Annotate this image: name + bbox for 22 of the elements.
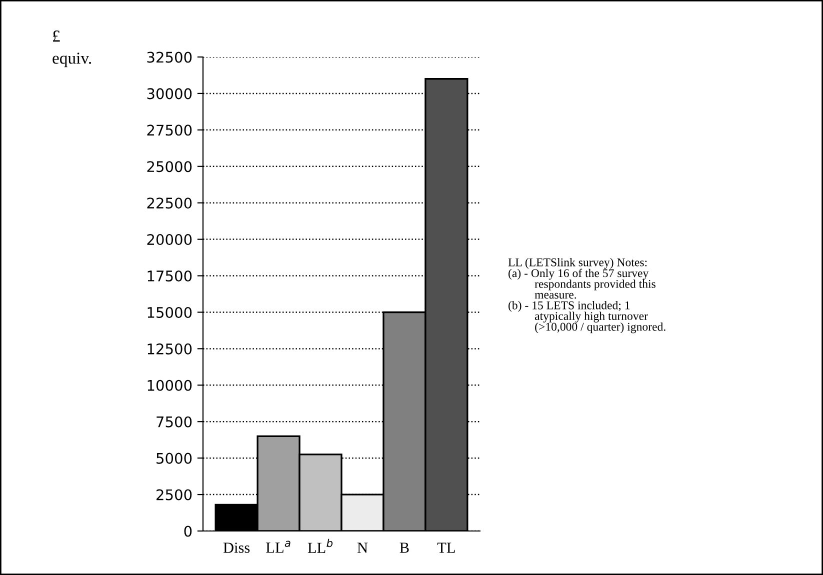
text: LL (LETSlink survey) Notes: (a) - Only 16 of the 57 survey respondants provided this measure. (b) - 15 LETS included; 1 atypically high turnover (>10,000 / quarter) ignored. bbox=[508, 258, 666, 334]
y-tick-label: 7500 bbox=[156, 416, 192, 428]
x-tick-label: TL bbox=[437, 542, 455, 553]
y-tick-label: 15000 bbox=[148, 306, 192, 318]
x-tick-label: B bbox=[400, 542, 409, 553]
x-tick-label: LL$^{b}$ bbox=[308, 538, 333, 553]
x-tick-label: Diss bbox=[223, 542, 250, 553]
y-tick-label: 32500 bbox=[147, 52, 192, 63]
y-tick-label: 25000 bbox=[147, 161, 192, 172]
y-tick-label: 27500 bbox=[147, 124, 192, 136]
x-tick-label: N bbox=[357, 542, 368, 553]
y-tick-label: 5000 bbox=[156, 452, 192, 464]
y-tick-label: 22500 bbox=[147, 198, 192, 209]
y-axis-title: £ equiv. bbox=[52, 30, 92, 68]
x-tick-label: LL$^{a}$ bbox=[266, 540, 290, 553]
y-tick-label: 0 bbox=[184, 526, 192, 537]
y-tick-label: 20000 bbox=[147, 234, 192, 246]
y-tick-label: 12500 bbox=[148, 343, 192, 354]
y-tick-label: 10000 bbox=[148, 380, 192, 391]
y-tick-label: 2500 bbox=[156, 489, 192, 500]
y-tick-label: 17500 bbox=[148, 270, 192, 282]
y-tick-label: 30000 bbox=[147, 88, 192, 100]
